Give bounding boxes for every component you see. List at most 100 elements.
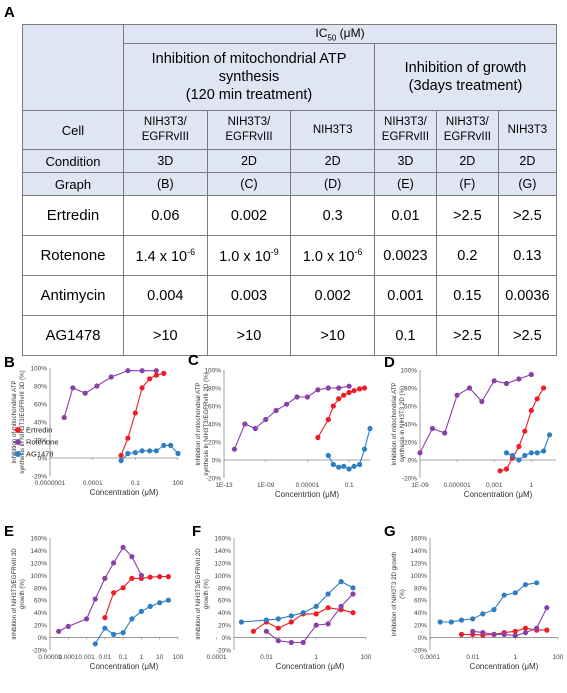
data-point-ag1478 [147,603,153,609]
value-cell: >10 [123,315,208,356]
x-tick-label: 0.0001 [83,480,103,487]
data-point-ertredin [503,466,510,472]
x-tick-label: 1 [314,654,318,661]
y-axis-label: Inhibition of NIH3T3 2D growth [391,551,398,636]
data-point-ag1478 [139,448,145,454]
data-point-ertredin [129,575,135,581]
data-point-rotenone [294,394,300,400]
value-cell: 0.004 [123,275,208,316]
row-header-graph: Graph [22,172,124,196]
y-tick-label: 60% [208,404,221,411]
data-point-ag1478 [341,463,347,469]
data-point-ertredin [528,407,534,414]
data-point-ertredin [516,443,522,450]
value-cell: 0.002 [290,275,375,316]
y-tick-label: 20% [404,440,417,447]
data-point-ag1478 [157,600,163,606]
x-tick-label: 100 [173,654,184,661]
series-line-rotenone [58,546,142,632]
value-cell: 0.1 [374,315,437,356]
data-point-rotenone [336,385,342,391]
y-tick-label: 140% [30,548,47,555]
y-tick-label: 40% [34,610,47,617]
data-point-rotenone [454,392,460,398]
data-point-ag1478 [528,450,534,456]
ic50-header: IC50 (μM) [123,24,557,44]
data-point-ertredin [350,610,356,616]
row-header-condition: Condition [22,149,124,173]
data-point-ag1478 [288,613,294,619]
data-point-rotenone [284,401,290,407]
cell-col-5: NIH3T3/EGFRvIII [435,110,499,150]
data-point-ag1478 [263,617,269,623]
value-cell: 0.003 [206,275,292,316]
data-point-ag1478 [338,579,344,585]
y-axis-label-line2: synthesis in NIH3T3/EGFRvIII 3D (%) [19,370,26,474]
y-tick-label: -20% [412,648,427,655]
data-point-ag1478 [534,580,540,586]
data-point-ag1478 [125,450,131,457]
y-axis-label-line2: synthesis in NIH3T3/EGFRvIII 2D (%) [203,372,210,476]
x-tick-label: 1E-09 [411,482,429,489]
data-point-rotenone [338,603,344,609]
data-point-rotenone [442,430,448,436]
ic50-table: IC50 (μM) Inhibition of mitochondrial AT… [22,24,558,356]
chart-d: -20% 0% 20% 40% 60% 80% 100% 1E-09 0.000001 0.001… [391,368,556,499]
data-point-rotenone [479,398,485,405]
y-tick-label: 60% [34,598,47,605]
table-row-ertredin: Ertredin 0.06 0.002 0.3 0.01 >2.5 >2.5 [22,195,558,236]
y-tick-label: 100% [400,368,417,375]
data-point-ag1478 [118,458,124,464]
graph-cell: (B) [123,172,208,196]
data-point-rotenone [528,371,534,378]
value-cell: >2.5 [497,195,558,236]
condition-cell: 2D [206,149,292,173]
data-point-ag1478 [129,616,135,622]
data-point-ertredin [512,628,518,634]
data-point-rotenone [516,376,522,382]
y-tick-label: 120% [410,560,427,567]
condition-row: Condition 3D 2D 2D 3D 2D 2D [22,149,558,173]
y-axis-label: Inhibition of NIH3T3/EGFRvIII 2D [195,548,202,640]
value-cell: 0.002 [206,195,292,236]
series-line-ertredin [104,576,169,618]
data-point-ertredin [357,386,363,392]
y-tick-label: -20% [32,474,47,481]
data-point-rotenone [480,630,486,636]
data-point-ag1478 [516,457,522,463]
data-point-ertredin [544,627,550,633]
chart-e: -20% 0% 20% 40% 60% 80% 100% 120% 140% 160% 0.0000… [11,536,184,672]
row-name: Rotenone [22,235,124,276]
data-point-ag1478 [470,616,476,622]
value-cell: >2.5 [435,315,499,356]
data-point-ertredin [250,628,256,634]
y-tick-label: 140% [214,548,231,555]
x-tick-label: 0.0001 [420,654,440,661]
data-point-rotenone [350,591,356,597]
x-tick-label: 0.01 [466,654,479,661]
data-point-ertredin [522,625,529,631]
y-tick-label: 0% [408,458,418,465]
graph-row: Graph (B) (C) (D) (E) (F) (G) [22,172,558,196]
data-point-ag1478 [458,617,465,623]
data-point-ag1478 [238,619,245,625]
condition-cell: 2D [290,149,375,173]
data-point-ag1478 [325,452,331,459]
y-tick-label: 80% [404,386,417,393]
y-axis-label: Inhibition of NIH3T3/EGFRvIII 3D [11,548,18,640]
data-point-ag1478 [512,590,518,596]
x-tick-label: 0.0001 [207,654,227,661]
data-point-ertredin [157,574,163,580]
x-tick-label: 100 [361,654,372,661]
data-point-ag1478 [325,591,331,597]
data-point-ertredin [315,434,321,441]
data-point-ertredin [534,396,540,402]
data-point-rotenone [56,628,62,634]
data-point-rotenone [61,414,67,421]
y-tick-label: 40% [404,422,417,429]
y-axis-label-line2: (%) [399,589,406,599]
chart-f: -20% 0% 20% 40% 60% 80% 100% 120% 140% 160% 0.0001… [195,536,372,672]
data-point-rotenone [94,383,100,389]
data-point-ag1478 [275,616,281,622]
y-tick-label: 60% [34,402,47,409]
